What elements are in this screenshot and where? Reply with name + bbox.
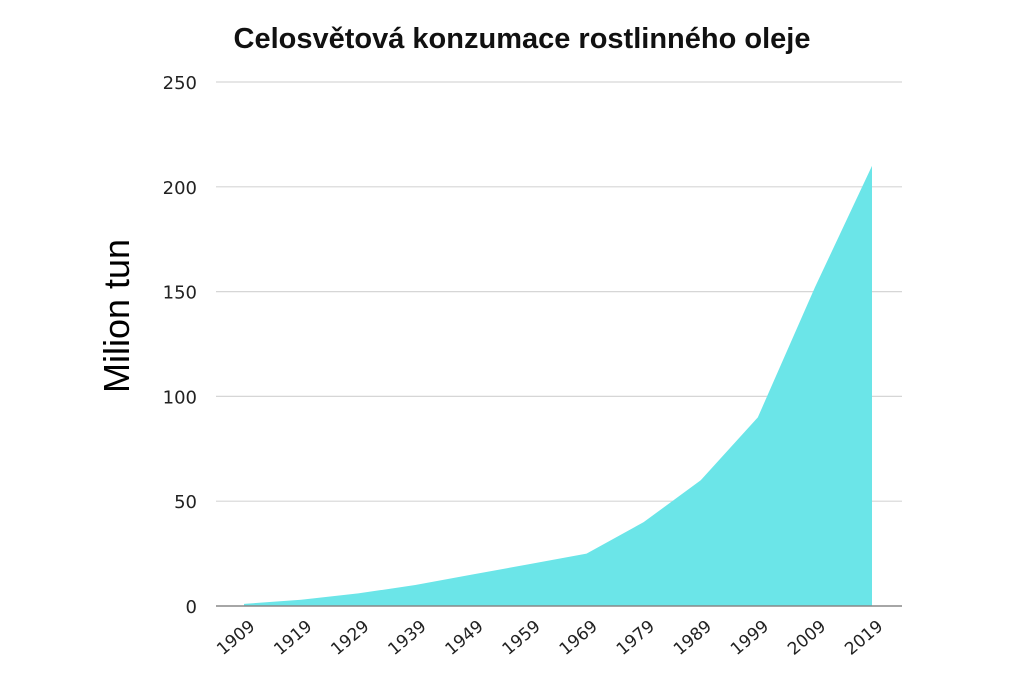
x-tick-label: 1909 bbox=[213, 617, 259, 660]
x-tick-label: 1919 bbox=[270, 617, 316, 660]
y-tick-label: 100 bbox=[163, 387, 197, 408]
x-tick-label: 2009 bbox=[784, 617, 830, 660]
x-tick-label: 1999 bbox=[727, 617, 773, 660]
y-tick-label: 150 bbox=[163, 283, 197, 304]
y-axis-ticks: 0 50 100 150 200 250 bbox=[163, 73, 197, 618]
x-tick-label: 2019 bbox=[841, 617, 887, 660]
x-tick-label: 1939 bbox=[384, 617, 430, 660]
x-tick-label: 1959 bbox=[499, 617, 545, 660]
x-tick-label: 1969 bbox=[556, 617, 602, 660]
x-tick-label: 1979 bbox=[613, 617, 659, 660]
y-tick-label: 0 bbox=[186, 597, 197, 618]
y-axis-label: Milion tun bbox=[96, 239, 137, 393]
x-tick-label: 1989 bbox=[670, 617, 716, 660]
chart-title: Celosvětová konzumace rostlinného oleje bbox=[234, 23, 811, 55]
x-axis-ticks: 1909 1919 1929 1939 1949 1959 1969 1979 1989 1999… bbox=[213, 617, 887, 660]
y-tick-label: 200 bbox=[163, 178, 197, 199]
area-series bbox=[244, 165, 872, 606]
x-tick-label: 1929 bbox=[327, 617, 373, 660]
x-tick-label: 1949 bbox=[442, 617, 488, 660]
y-tick-label: 250 bbox=[163, 73, 197, 94]
y-tick-label: 50 bbox=[174, 492, 197, 513]
area-fill bbox=[244, 165, 872, 606]
